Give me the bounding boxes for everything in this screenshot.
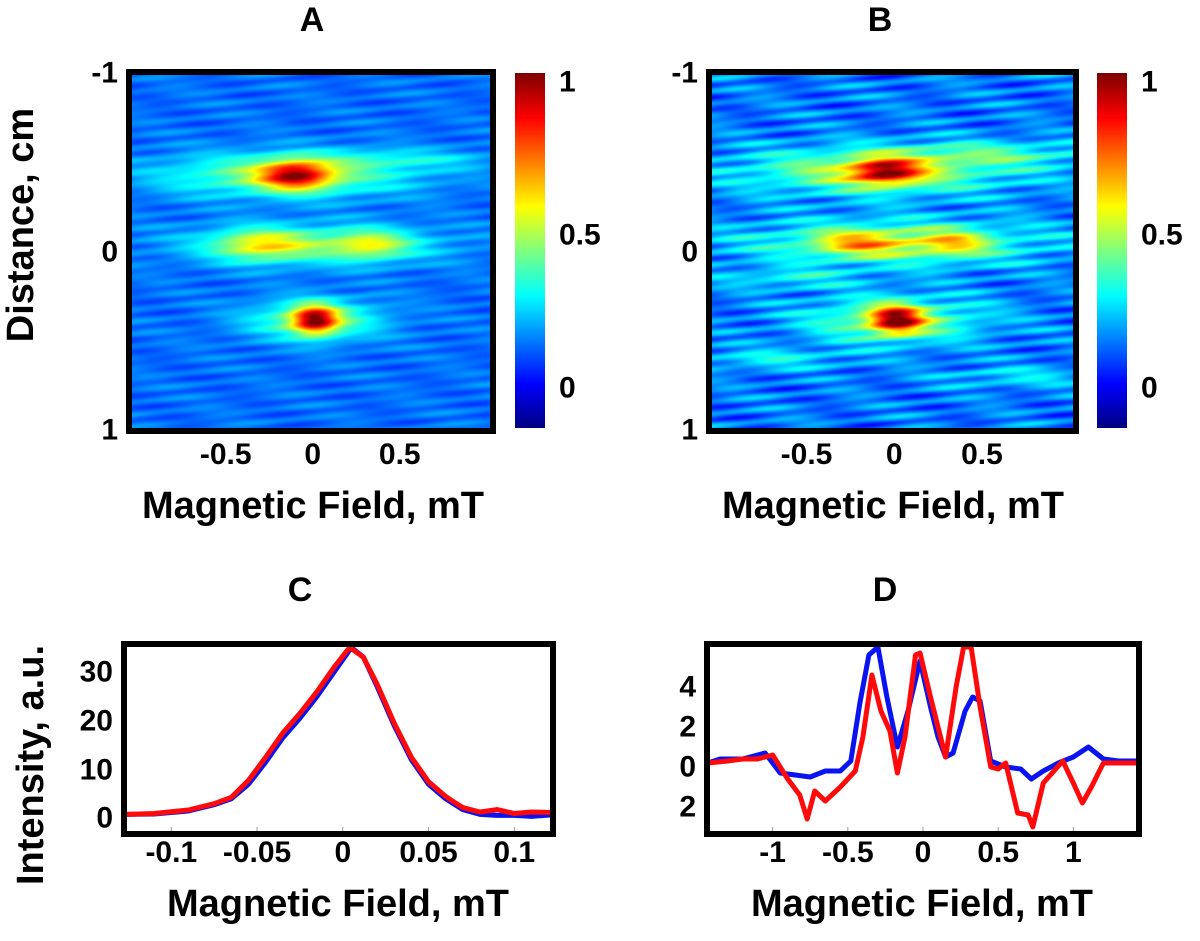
- x-tick-label: 0.5: [378, 438, 421, 471]
- panel-title-d: D: [872, 571, 898, 609]
- y-tick-label: 30: [79, 655, 113, 689]
- x-tick-label: 0: [304, 438, 322, 471]
- x-tick-label: 0: [334, 836, 352, 869]
- x-tick-label: 0.1: [493, 836, 536, 869]
- colorbar-tick-label: 1: [559, 65, 576, 99]
- x-tick-label: 0: [885, 438, 903, 471]
- y-tick-label: 0: [679, 750, 696, 784]
- y-tick-label: 20: [79, 704, 113, 738]
- heatmap-a: [130, 73, 492, 430]
- x-axis-label: Magnetic Field, mT: [166, 883, 510, 925]
- y-tick-label: 10: [79, 753, 113, 787]
- series-line-red: [708, 645, 1138, 830]
- y-tick-label: 0: [681, 235, 698, 268]
- panel-title-b: B: [867, 1, 893, 39]
- x-tick-label: 0.5: [961, 438, 1003, 471]
- x-tick-label: -0.1: [145, 836, 198, 869]
- y-tick-label: 1: [681, 413, 698, 447]
- x-axis-label: Magnetic Field, mT: [141, 485, 485, 527]
- y-tick-label: 2: [679, 710, 696, 744]
- y-tick-label: -1: [91, 56, 118, 90]
- x-tick-label: 0.5: [977, 836, 1020, 869]
- x-tick-label: -1: [759, 836, 786, 869]
- x-tick-label: -0.05: [222, 836, 292, 869]
- panel-title-c: C: [287, 571, 313, 609]
- colorbar-tick-label: 0.5: [559, 218, 601, 252]
- colorbar-a: [515, 73, 545, 428]
- colorbar-tick-label: 0: [1141, 371, 1158, 405]
- colorbar-b: [1097, 73, 1127, 428]
- x-tick-label: -0.5: [821, 836, 874, 869]
- y-tick-label: 0: [96, 801, 113, 835]
- x-tick-label: 1: [1065, 836, 1082, 869]
- x-tick-label: -0.5: [780, 438, 833, 471]
- x-tick-label: -0.5: [199, 438, 252, 471]
- colorbar-tick-label: 0: [559, 371, 576, 405]
- x-axis-label: Magnetic Field, mT: [721, 485, 1065, 527]
- x-tick-label: 0: [914, 836, 932, 869]
- y-tick-label: 0: [101, 235, 118, 268]
- y-tick-label: 1: [101, 413, 118, 447]
- x-tick-label: 0.05: [399, 836, 458, 869]
- y-tick-label: 2: [679, 790, 696, 824]
- y-tick-label: -1: [671, 56, 698, 90]
- colorbar-tick-label: 0.5: [1141, 218, 1183, 252]
- x-axis-label: Magnetic Field, mT: [750, 883, 1094, 925]
- heatmap-b: [710, 73, 1075, 430]
- colorbar-tick-label: 1: [1141, 65, 1158, 99]
- y-tick-label: 4: [679, 670, 696, 704]
- panel-title-a: A: [299, 1, 325, 39]
- series-line-red: [125, 645, 552, 817]
